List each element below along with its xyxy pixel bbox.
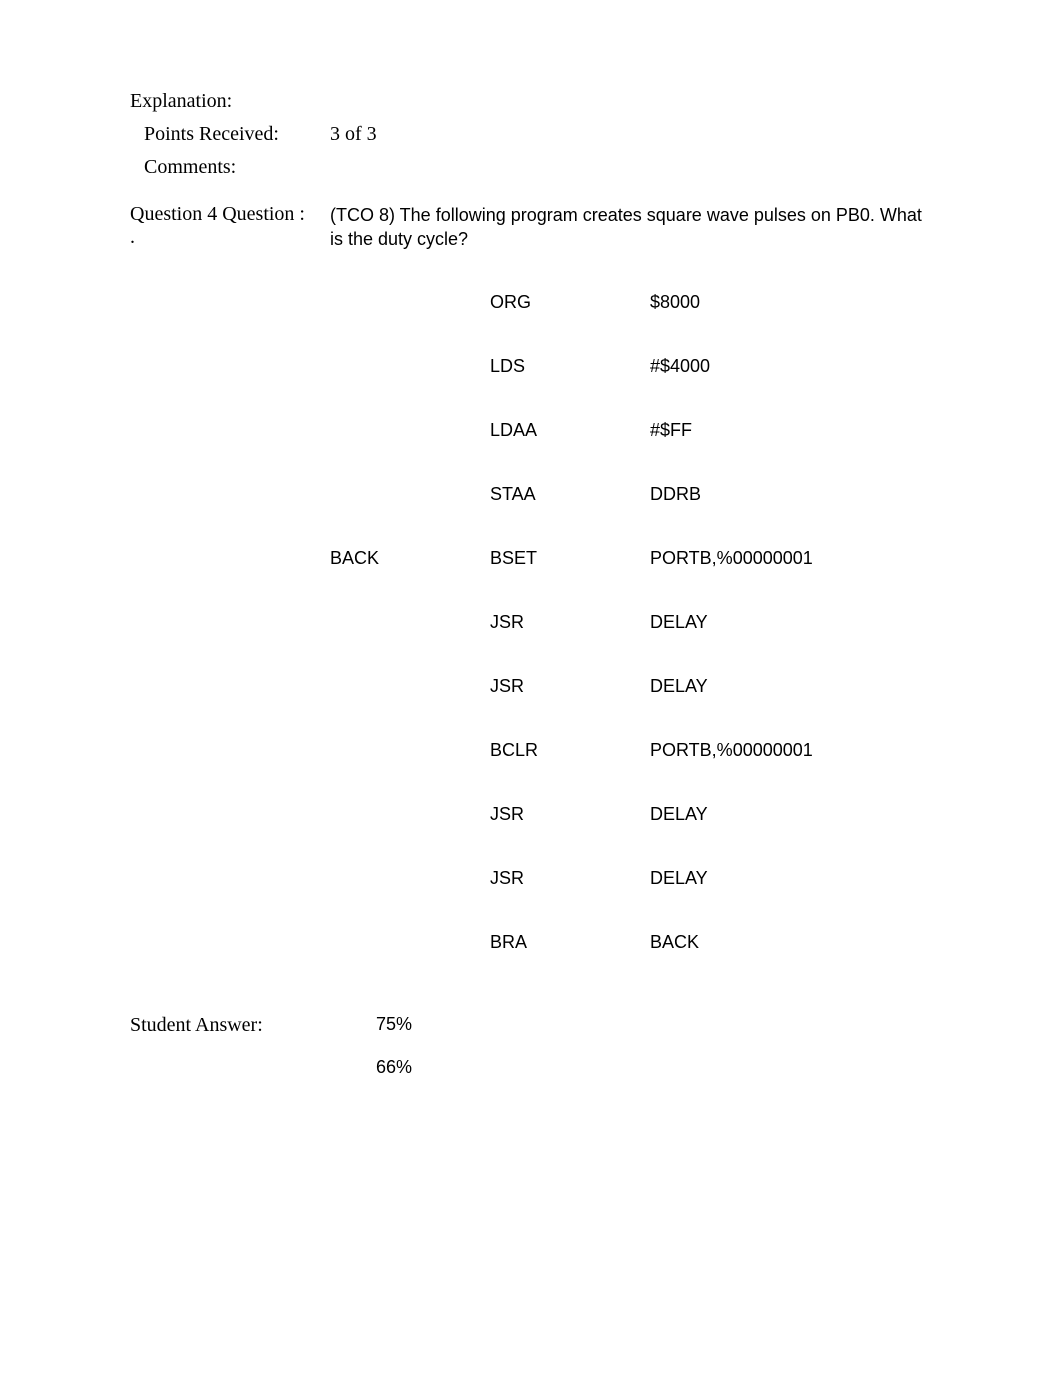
code-operand: #$4000: [650, 356, 910, 420]
code-operand: DDRB: [650, 484, 910, 548]
code-operand: #$FF: [650, 420, 910, 484]
code-opcode: JSR: [490, 612, 650, 676]
code-row: ORG $8000: [330, 292, 910, 356]
code-row: JSR DELAY: [330, 804, 910, 868]
code-opcode: STAA: [490, 484, 650, 548]
code-row: LDAA #$FF: [330, 420, 910, 484]
code-operand: DELAY: [650, 804, 910, 868]
code-row: BCLR PORTB,%00000001: [330, 740, 910, 804]
code-label: [330, 612, 490, 676]
code-row: STAA DDRB: [330, 484, 910, 548]
code-label: [330, 740, 490, 804]
code-row: BACK BSET PORTB,%00000001: [330, 548, 910, 612]
code-label: [330, 484, 490, 548]
code-opcode: LDAA: [490, 420, 650, 484]
code-opcode: BSET: [490, 548, 650, 612]
question-text: (TCO 8) The following program creates sq…: [330, 203, 930, 252]
explanation-value: [330, 90, 930, 113]
page: Explanation: Points Received: 3 of 3 Com…: [0, 0, 970, 1140]
code-label: [330, 932, 490, 996]
question-label: Question 4 Question : .: [130, 203, 320, 252]
answer-option: 66%: [376, 1057, 930, 1078]
code-opcode: ORG: [490, 292, 650, 356]
code-label: [330, 356, 490, 420]
code-operand: PORTB,%00000001: [650, 548, 910, 612]
question-row: Question 4 Question : . (TCO 8) The foll…: [130, 203, 930, 252]
question-number: Question 4: [130, 203, 217, 225]
code-opcode: BRA: [490, 932, 650, 996]
comments-row: Comments:: [130, 156, 930, 179]
code-label: [330, 292, 490, 356]
comments-value: [330, 156, 930, 179]
points-received-value: 3 of 3: [330, 123, 930, 146]
points-received-row: Points Received: 3 of 3: [130, 123, 930, 146]
code-row: JSR DELAY: [330, 612, 910, 676]
code-label: BACK: [330, 548, 490, 612]
question-dot: .: [130, 226, 135, 248]
code-label: [330, 676, 490, 740]
student-answer-row: Student Answer: 75% 66%: [130, 1014, 930, 1100]
comments-label: Comments:: [130, 156, 320, 179]
code-operand: BACK: [650, 932, 910, 996]
points-received-label: Points Received:: [130, 123, 320, 146]
explanation-label: Explanation:: [130, 90, 320, 113]
code-opcode: JSR: [490, 676, 650, 740]
code-row: BRA BACK: [330, 932, 910, 996]
code-operand: DELAY: [650, 612, 910, 676]
code-operand: DELAY: [650, 676, 910, 740]
code-label: [330, 420, 490, 484]
code-operand: PORTB,%00000001: [650, 740, 910, 804]
code-table: ORG $8000 LDS #$4000 LDAA #$FF STAA DDRB…: [330, 292, 910, 996]
code-row: JSR DELAY: [330, 868, 910, 932]
code-row: JSR DELAY: [330, 676, 910, 740]
question-sublabel: Question :: [222, 203, 305, 225]
code-label: [330, 868, 490, 932]
code-operand: $8000: [650, 292, 910, 356]
student-answer-label: Student Answer:: [130, 1014, 320, 1100]
code-opcode: JSR: [490, 804, 650, 868]
student-answer-options: 75% 66%: [330, 1014, 930, 1100]
code-opcode: JSR: [490, 868, 650, 932]
code-row: LDS #$4000: [330, 356, 910, 420]
code-operand: DELAY: [650, 868, 910, 932]
code-opcode: BCLR: [490, 740, 650, 804]
explanation-row: Explanation:: [130, 90, 930, 113]
code-label: [330, 804, 490, 868]
answer-option: 75%: [376, 1014, 930, 1035]
code-opcode: LDS: [490, 356, 650, 420]
